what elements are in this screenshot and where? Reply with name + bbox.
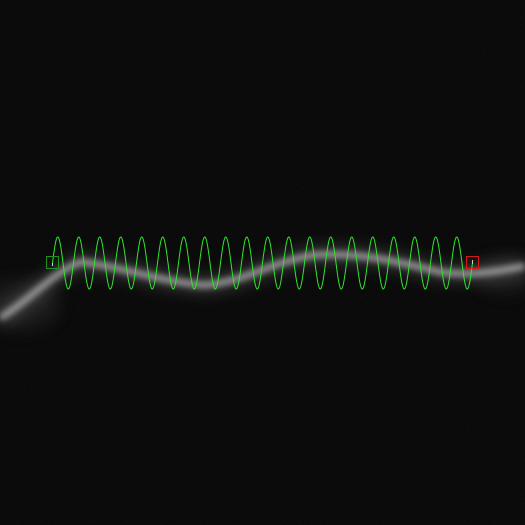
trace-wave bbox=[52, 236, 473, 290]
red-square-icon bbox=[466, 256, 479, 269]
start-marker[interactable] bbox=[46, 256, 59, 269]
end-marker[interactable] bbox=[466, 256, 479, 269]
green-square-icon bbox=[46, 256, 59, 269]
filament bbox=[0, 251, 525, 321]
